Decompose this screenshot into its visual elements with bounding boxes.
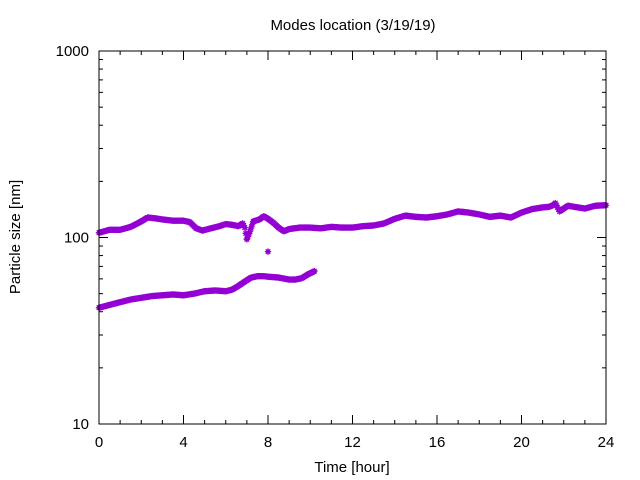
data-point: [311, 267, 318, 275]
data-point: [241, 224, 248, 231]
data-point: [264, 248, 272, 255]
y-tick-label: 100: [64, 230, 89, 247]
x-tick-label: 8: [264, 434, 272, 451]
x-tick-label: 24: [598, 434, 615, 451]
axis-ticks: [98, 50, 607, 425]
chart-title: Modes location (3/19/19): [270, 17, 435, 34]
y-axis-label: Particle size [nm]: [7, 180, 24, 294]
x-tick-label: 12: [344, 434, 361, 451]
plot-frame: [98, 50, 607, 425]
x-tick-label: 20: [513, 434, 530, 451]
y-tick-label: 10: [72, 416, 89, 433]
y-tick-label: 1000: [56, 43, 89, 60]
tick-labels: 0 4 8 12 16 20 24 10 100 1000: [56, 43, 615, 451]
data-points: [95, 199, 610, 311]
x-tick-label: 4: [179, 434, 187, 451]
x-tick-label: 16: [429, 434, 446, 451]
data-point: [243, 235, 251, 243]
x-axis-label: Time [hour]: [314, 459, 389, 476]
x-tick-label: 0: [95, 434, 103, 451]
